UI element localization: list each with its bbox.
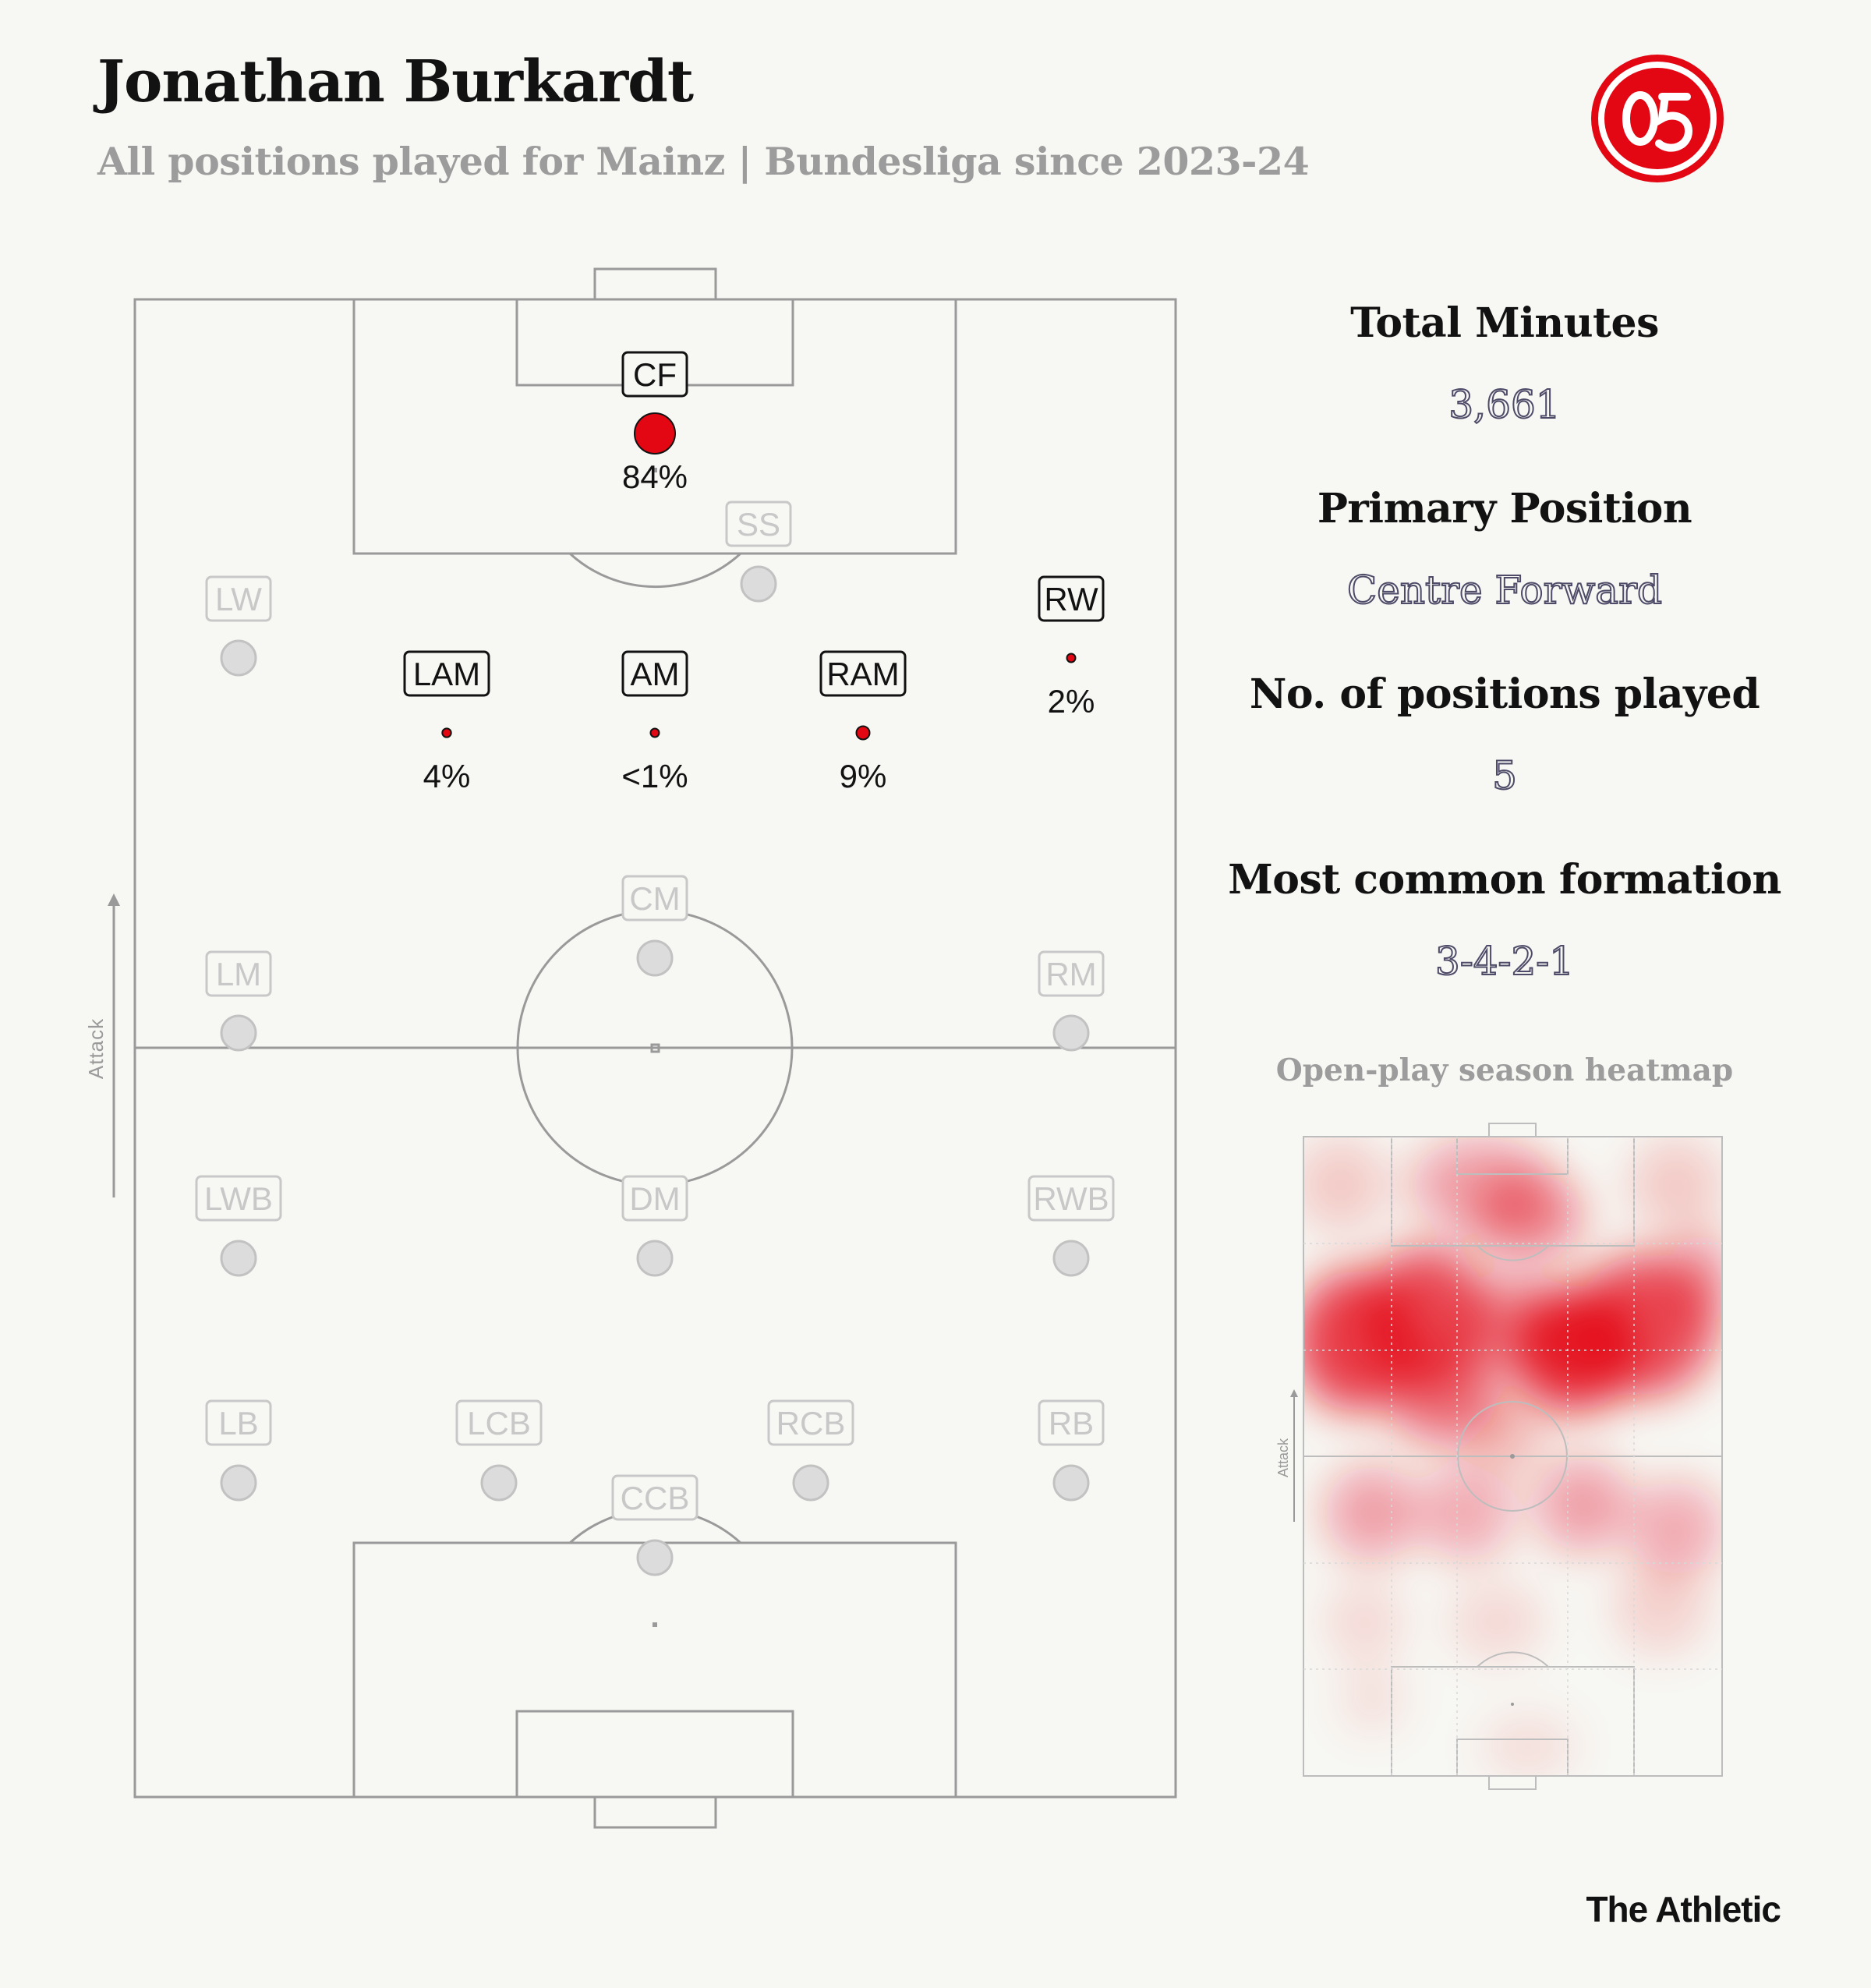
position-dot-ram <box>855 725 871 741</box>
position-markers: CF 84% SS LW RW 2% LAM 4% AM <1% RAM 9% CM LM RM LWB DM R… <box>195 351 1115 1576</box>
position-dot-lwb <box>220 1240 257 1277</box>
position-share-rw: 2% <box>1048 683 1095 720</box>
heatmap-attack-label: Attack <box>1275 1438 1291 1477</box>
position-box-lcb <box>455 1399 543 1446</box>
position-box-am <box>621 650 688 697</box>
position-box-rwb <box>1027 1175 1115 1222</box>
position-box-lw <box>205 575 272 622</box>
position-label-rm: RM <box>1045 956 1096 992</box>
position-box-rw <box>1038 575 1105 622</box>
position-label-lcb: LCB <box>467 1405 531 1441</box>
position-dot-am <box>649 727 660 738</box>
stat-total-minutes-label: Total Minutes <box>1350 299 1659 347</box>
position-dot-lm <box>220 1014 257 1052</box>
position-label-ccb: CCB <box>621 1480 690 1516</box>
position-label-cf: CF <box>633 356 677 393</box>
position-dot-ccb <box>636 1539 674 1576</box>
position-box-cm <box>621 875 688 921</box>
position-dot-rb <box>1052 1464 1090 1502</box>
position-box-lam <box>403 650 490 697</box>
page-subtitle: All positions played for Mainz | Bundesl… <box>97 139 1310 184</box>
position-box-rb <box>1038 1399 1105 1446</box>
position-label-ram: RAM <box>826 656 899 692</box>
position-dot-cm <box>636 939 674 977</box>
stat-total-minutes-value: 3,661 <box>1448 381 1561 428</box>
position-dot-lw <box>220 639 257 677</box>
position-dot-lam <box>441 727 452 738</box>
position-label-rw: RW <box>1044 581 1098 617</box>
brand-logo: The Athletic <box>1586 1889 1781 1930</box>
pitch-markings <box>133 267 1177 1829</box>
position-dot-rwb <box>1052 1240 1090 1277</box>
position-box-ram <box>819 650 907 697</box>
position-dot-lcb <box>480 1464 518 1502</box>
position-label-ss: SS <box>737 506 780 543</box>
position-label-dm: DM <box>629 1180 680 1217</box>
position-share-ram: 9% <box>840 758 887 794</box>
position-box-lb <box>205 1399 272 1446</box>
position-dot-lb <box>220 1464 257 1502</box>
position-box-lm <box>205 950 272 997</box>
season-heatmap: Attack <box>1275 1123 1723 1790</box>
position-box-cf <box>621 351 688 398</box>
mainz-05-crest-icon <box>1591 55 1724 182</box>
position-label-rcb: RCB <box>776 1405 846 1441</box>
position-label-am: AM <box>631 656 680 692</box>
attack-arrow-icon <box>108 893 120 1197</box>
position-box-ccb <box>611 1474 699 1521</box>
attack-label: Attack <box>84 1018 108 1079</box>
position-label-rb: RB <box>1049 1405 1094 1441</box>
stat-positions-played-label: No. of positions played <box>1249 670 1760 718</box>
position-dot-ss <box>740 565 777 603</box>
position-label-lm: LM <box>216 956 261 992</box>
position-label-lb: LB <box>218 1405 258 1441</box>
position-dot-rm <box>1052 1014 1090 1052</box>
position-label-rwb: RWB <box>1033 1180 1109 1217</box>
position-label-cm: CM <box>629 880 680 917</box>
position-share-lam: 4% <box>423 758 471 794</box>
position-box-rm <box>1038 950 1105 997</box>
position-box-ss <box>725 501 792 547</box>
position-dot-cf <box>634 412 676 455</box>
stat-formation-label: Most common formation <box>1228 856 1781 904</box>
position-share-am: <1% <box>621 758 688 794</box>
stat-primary-position-label: Primary Position <box>1317 485 1692 532</box>
position-label-lam: LAM <box>413 656 480 692</box>
position-label-lwb: LWB <box>204 1180 273 1217</box>
stat-positions-played-value: 5 <box>1491 752 1518 799</box>
position-dot-dm <box>636 1240 674 1277</box>
page-title: Jonathan Burkardt <box>97 48 694 115</box>
position-dot-rw <box>1066 653 1077 663</box>
heatmap-title: Open-play season heatmap <box>1275 1052 1734 1088</box>
position-share-cf: 84% <box>622 458 688 495</box>
stat-primary-position-value: Centre Forward <box>1346 567 1663 614</box>
stat-formation-value: 3-4-2-1 <box>1434 938 1575 985</box>
position-box-lwb <box>195 1175 282 1222</box>
position-label-lw: LW <box>215 581 262 617</box>
position-box-rcb <box>767 1399 854 1446</box>
position-dot-rcb <box>792 1464 829 1502</box>
position-box-dm <box>621 1175 688 1222</box>
